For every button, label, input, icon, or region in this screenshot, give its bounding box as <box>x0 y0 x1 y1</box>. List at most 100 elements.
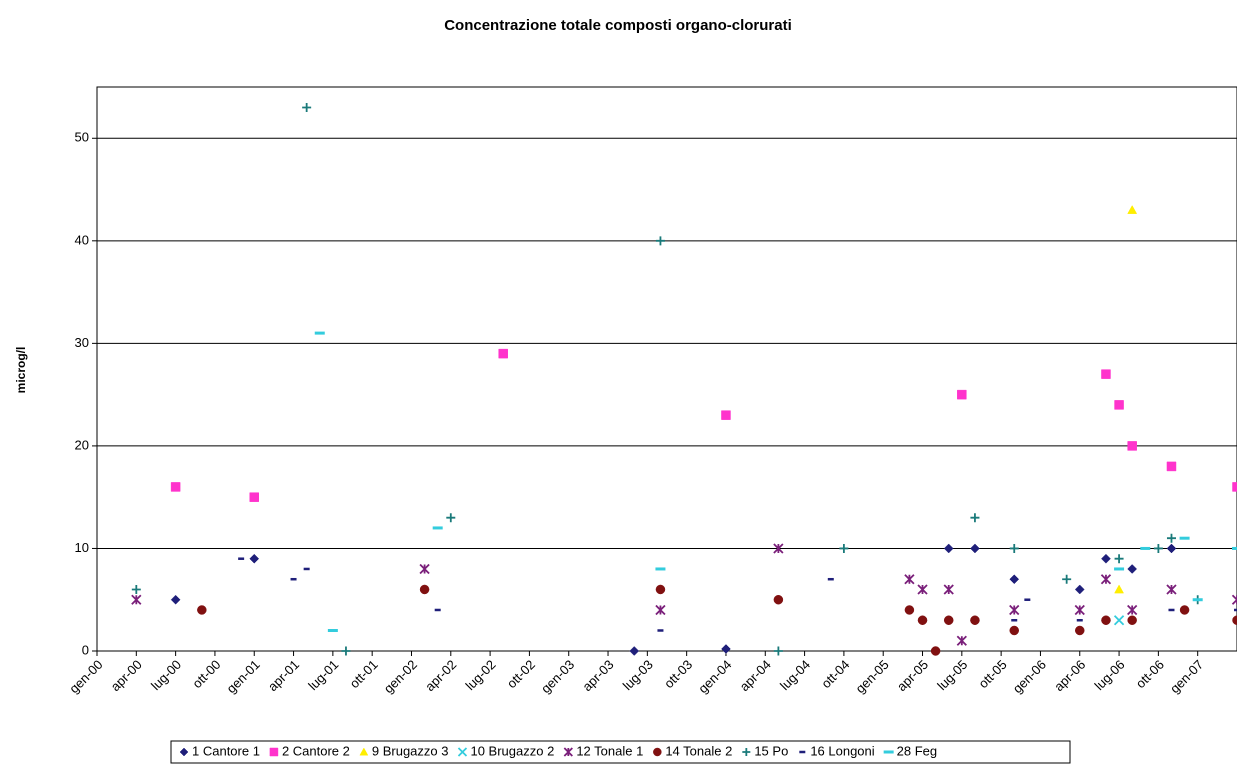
data-point <box>970 543 980 554</box>
legend-label: 10 Brugazzo 2 <box>470 743 554 758</box>
x-tick-label: apr-00 <box>108 657 145 694</box>
data-point <box>419 563 430 575</box>
data-point <box>341 646 351 656</box>
legend-marker <box>653 747 662 757</box>
x-tick-label: lug-06 <box>1091 657 1127 693</box>
legend-label: 12 Tonale 1 <box>576 743 643 758</box>
data-point <box>1127 205 1138 214</box>
data-point <box>943 584 954 595</box>
data-point <box>1127 615 1137 625</box>
x-tick-label: ott-04 <box>818 657 852 691</box>
x-tick-label: ott-00 <box>189 657 223 691</box>
x-tick-label: lug-05 <box>934 657 970 693</box>
data-point <box>419 584 430 595</box>
x-tick-label: lug-02 <box>462 657 498 693</box>
x-tick-label: gen-00 <box>66 657 105 696</box>
data-point <box>773 543 784 554</box>
x-tick-label: apr-03 <box>579 657 616 694</box>
chart-title: Concentrazione totale composti organo-cl… <box>444 17 792 34</box>
legend-marker <box>742 748 751 756</box>
data-point <box>1166 533 1176 543</box>
data-point <box>930 646 941 656</box>
legend-label: 28 Feg <box>897 743 937 758</box>
legend-label: 2 Cantore 2 <box>282 743 350 758</box>
x-tick-label: gen-05 <box>853 657 892 696</box>
legend-label: 15 Po <box>754 743 788 758</box>
data-point <box>1127 564 1138 574</box>
data-point <box>302 103 312 113</box>
data-point <box>1153 543 1163 553</box>
data-point <box>1101 553 1111 564</box>
data-point <box>197 605 207 615</box>
x-tick-label: apr-02 <box>422 657 459 694</box>
data-point <box>131 594 142 605</box>
data-point <box>1232 615 1237 625</box>
data-point <box>1100 574 1112 585</box>
data-point <box>957 389 967 400</box>
x-tick-label: lug-00 <box>148 657 184 693</box>
plot-area <box>96 86 1237 652</box>
data-point <box>773 646 783 656</box>
x-tick-label: lug-04 <box>777 657 813 693</box>
x-tick-label: gen-03 <box>538 657 577 696</box>
x-tick-label: gen-02 <box>381 657 420 696</box>
data-point <box>721 644 731 654</box>
x-tick-label: gen-07 <box>1167 657 1206 696</box>
x-tick-label: apr-05 <box>894 657 931 694</box>
x-tick-label: ott-01 <box>347 657 381 691</box>
data-point <box>1179 605 1190 615</box>
data-point <box>1127 604 1138 616</box>
y-tick-label: 20 <box>75 437 89 452</box>
data-point <box>655 584 666 595</box>
data-point <box>170 482 181 492</box>
data-point <box>629 646 640 656</box>
y-axis-label: microg/l <box>14 347 28 394</box>
y-tick-label: 10 <box>75 540 89 555</box>
data-point <box>249 553 260 564</box>
data-point <box>170 594 181 605</box>
data-point <box>773 594 784 605</box>
data-point <box>249 492 259 502</box>
data-point <box>1231 594 1237 605</box>
data-point <box>1009 574 1020 585</box>
x-tick-label: ott-02 <box>504 657 538 691</box>
data-point <box>1114 584 1124 594</box>
data-point <box>1166 584 1177 595</box>
data-point <box>956 635 967 646</box>
data-point <box>1166 543 1177 554</box>
data-point <box>1113 615 1125 626</box>
data-point <box>1062 574 1072 584</box>
data-point <box>131 584 141 594</box>
legend-label: 9 Brugazzo 3 <box>372 743 449 758</box>
legend-box <box>170 740 1071 764</box>
legend-label: 16 Longoni <box>810 743 874 758</box>
legend-marker <box>269 747 279 757</box>
data-point <box>655 604 666 616</box>
data-point <box>1075 625 1085 636</box>
x-tick-label: gen-06 <box>1010 657 1049 696</box>
data-point <box>1074 604 1085 616</box>
legend-marker <box>179 747 189 757</box>
data-point <box>1009 543 1019 553</box>
data-point <box>917 584 928 595</box>
x-tick-label: apr-04 <box>737 657 774 694</box>
legend-label: 14 Tonale 2 <box>665 743 732 758</box>
legend-label: 1 Cantore 1 <box>192 743 260 758</box>
data-point <box>904 574 915 585</box>
data-point <box>943 615 954 625</box>
data-point <box>446 513 456 523</box>
data-point <box>655 236 665 246</box>
data-point <box>943 543 954 554</box>
data-point <box>970 615 980 625</box>
data-point <box>1114 400 1124 410</box>
x-tick-label: lug-01 <box>305 657 341 693</box>
data-point <box>1127 441 1137 451</box>
data-point <box>498 348 508 359</box>
data-point <box>904 605 915 615</box>
y-tick-label: 50 <box>75 130 89 145</box>
data-point <box>917 615 928 625</box>
data-point <box>1101 369 1111 379</box>
y-tick-label: 0 <box>82 642 89 657</box>
data-point <box>1232 482 1237 492</box>
